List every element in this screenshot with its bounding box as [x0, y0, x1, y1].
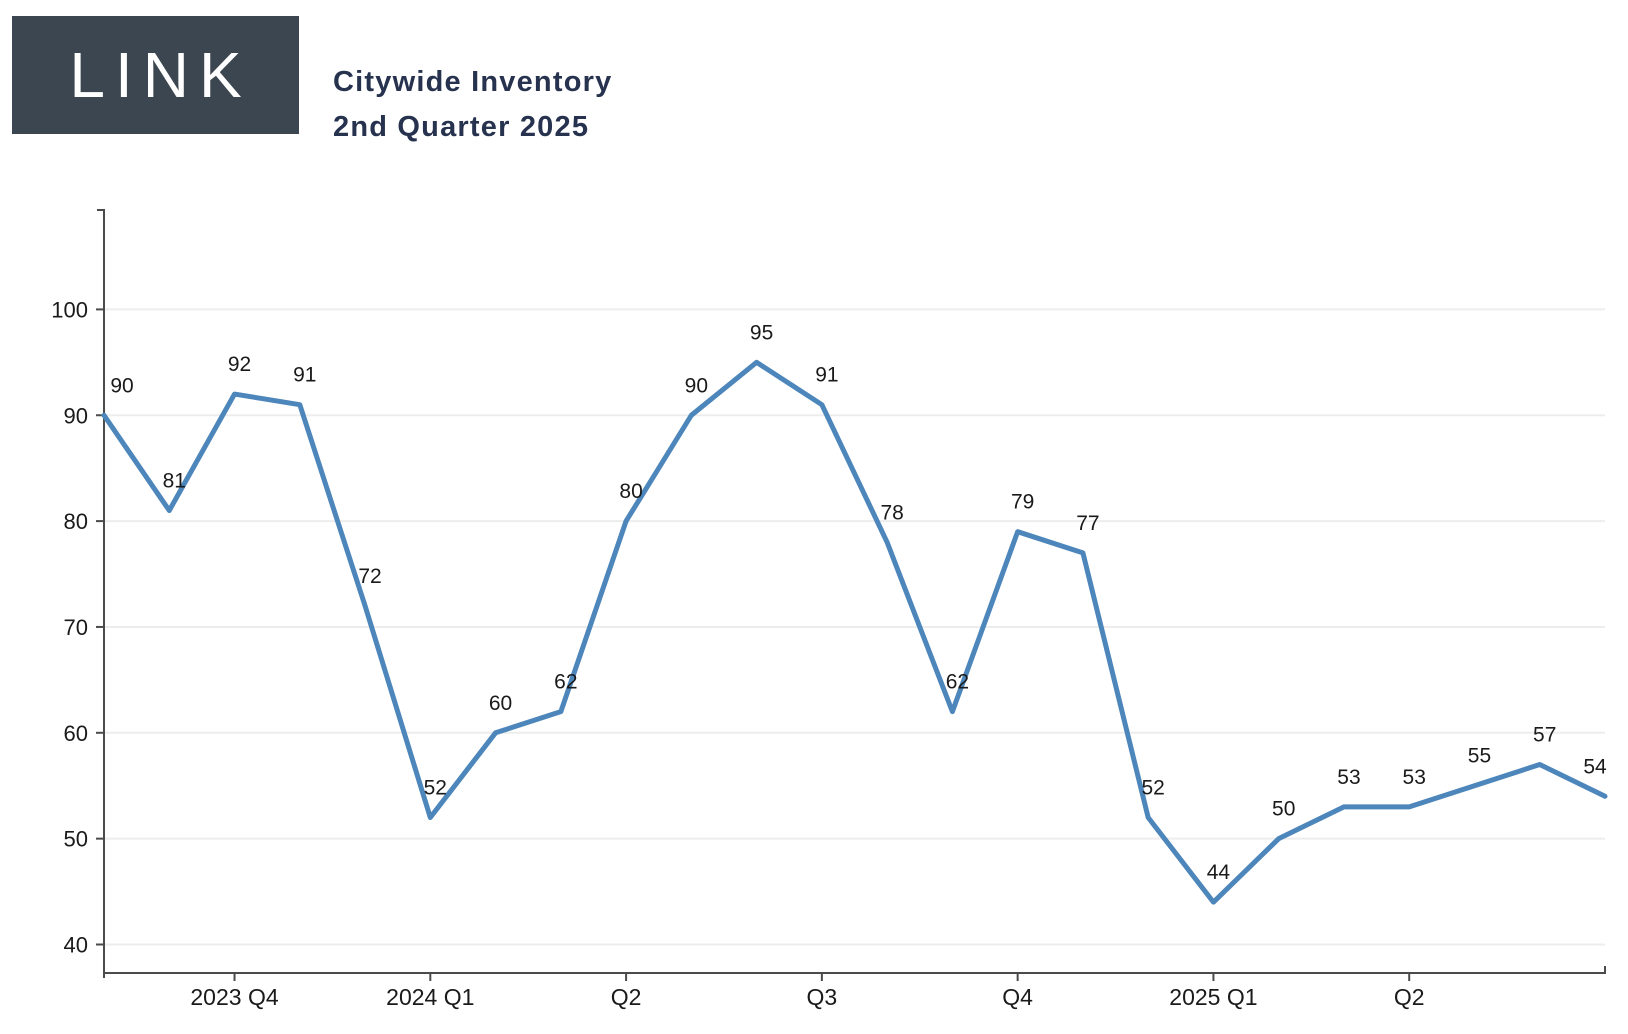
report-title-block: Citywide Inventory 2nd Quarter 2025	[333, 60, 612, 150]
data-point-label: 50	[1272, 798, 1295, 821]
report-header: LINK Citywide Inventory 2nd Quarter 2025	[0, 0, 1628, 160]
x-tick-label: 2025 Q1	[1169, 984, 1257, 1010]
x-tick-label: Q2	[611, 984, 642, 1010]
x-tick-label: Q2	[1394, 984, 1425, 1010]
x-tick-label: 2023 Q4	[190, 984, 278, 1010]
series-line	[101, 359, 1608, 905]
data-point-label: 62	[554, 671, 577, 694]
report-subtitle: 2nd Quarter 2025	[333, 111, 590, 143]
data-point-label: 79	[1011, 491, 1034, 514]
y-gridlines	[104, 308, 1605, 946]
data-point-label: 80	[619, 480, 642, 503]
data-point-labels: 90 81 92 91 72 52 60 62 80 90 95 91 78 62 79 77 52 44 50 53…	[110, 321, 1607, 884]
data-point-label: 44	[1207, 861, 1231, 884]
link-logo-text: LINK	[69, 39, 252, 111]
y-tick-label: 80	[64, 509, 88, 534]
x-axis-ticks: 2023 Q4 2024 Q1 Q2 Q3 Q4 2025 Q1 Q2	[190, 973, 1425, 1010]
data-point-label: 91	[815, 364, 838, 387]
y-axis-ticks: 40 50 60 70 80 90 100	[51, 297, 104, 958]
data-point-label: 62	[946, 671, 969, 694]
y-axis-line	[97, 209, 105, 978]
report-title: Citywide Inventory	[333, 66, 613, 98]
data-point-label: 57	[1533, 724, 1556, 747]
data-point-label: 92	[228, 353, 251, 376]
y-tick-label: 90	[64, 403, 88, 428]
data-point-label: 90	[685, 374, 708, 397]
y-tick-label: 40	[64, 933, 88, 958]
data-point-label: 54	[1583, 755, 1607, 778]
data-point-label: 77	[1076, 512, 1099, 535]
data-point-label: 91	[293, 364, 316, 387]
y-tick-label: 70	[64, 615, 88, 640]
y-tick-label: 50	[64, 827, 88, 852]
data-point-label: 81	[163, 470, 186, 493]
x-tick-label: Q3	[807, 984, 838, 1010]
axes	[97, 209, 1606, 978]
x-tick-label: Q4	[1002, 984, 1033, 1010]
data-point-label: 78	[880, 501, 903, 524]
data-point-label: 72	[358, 565, 381, 588]
y-tick-label: 60	[64, 721, 88, 746]
data-point-label: 52	[1141, 776, 1164, 799]
data-point-label: 55	[1468, 745, 1491, 768]
data-point-label: 53	[1337, 766, 1360, 789]
data-point-label: 53	[1403, 766, 1426, 789]
y-tick-label: 100	[51, 297, 88, 322]
data-point-label: 90	[110, 374, 133, 397]
data-point-label: 52	[424, 776, 447, 799]
link-logo: LINK	[12, 16, 299, 134]
data-point-label: 60	[489, 692, 512, 715]
data-point-label: 95	[750, 321, 773, 344]
x-tick-label: 2024 Q1	[386, 984, 474, 1010]
x-axis-line	[104, 966, 1606, 974]
